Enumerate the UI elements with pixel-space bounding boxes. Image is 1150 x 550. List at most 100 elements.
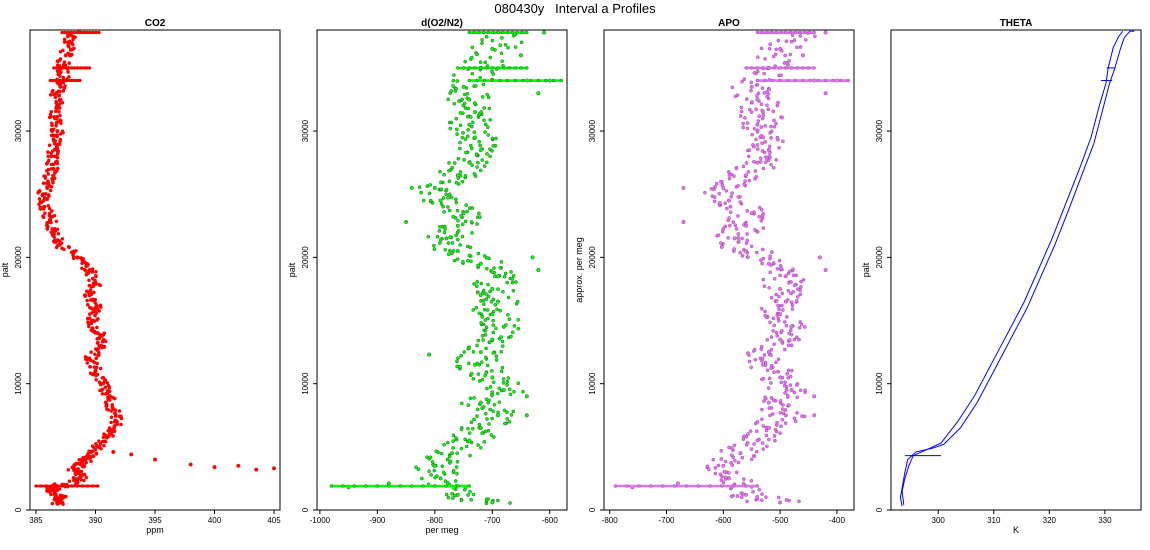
data-point <box>775 135 780 140</box>
data-point <box>47 143 52 147</box>
data-point <box>88 454 93 459</box>
data-point <box>755 66 760 70</box>
data-point <box>717 191 722 196</box>
data-point <box>498 78 502 83</box>
data-point <box>750 100 754 104</box>
data-point <box>520 30 524 35</box>
data-point <box>493 303 498 307</box>
data-point <box>482 440 487 444</box>
data-point <box>498 43 503 48</box>
data-point <box>53 116 58 121</box>
data-point <box>746 170 751 174</box>
data-point <box>62 60 67 64</box>
data-point <box>60 495 65 500</box>
data-point <box>448 126 453 131</box>
data-point <box>45 161 49 166</box>
data-point <box>497 386 502 391</box>
data-point <box>491 351 496 355</box>
data-point <box>364 484 368 488</box>
data-point <box>60 101 65 105</box>
data-point <box>510 280 515 285</box>
data-point <box>759 344 764 349</box>
data-point <box>105 407 109 412</box>
data-point <box>58 66 62 70</box>
data-point <box>450 165 455 170</box>
y-tick-label: 0 <box>14 507 23 512</box>
data-point <box>748 429 753 433</box>
data-point <box>752 159 756 164</box>
data-point <box>94 365 99 370</box>
data-point <box>421 484 425 488</box>
data-point <box>744 249 749 254</box>
data-point <box>51 162 56 167</box>
data-point <box>55 129 60 134</box>
data-point <box>470 55 474 60</box>
data-point <box>769 335 774 339</box>
data-point <box>490 337 495 342</box>
data-point <box>745 499 749 504</box>
data-point <box>499 335 503 339</box>
data-point <box>720 182 725 187</box>
y-tick-label: 10000 <box>588 372 597 395</box>
data-point <box>461 84 466 89</box>
data-point <box>486 428 491 433</box>
data-point <box>119 414 123 419</box>
data-point <box>794 335 799 340</box>
data-point <box>60 236 65 241</box>
data-point <box>732 484 736 488</box>
data-point <box>732 443 737 448</box>
data-point <box>475 78 479 83</box>
data-point <box>798 34 803 38</box>
data-point <box>90 484 95 488</box>
data-point <box>483 60 488 65</box>
data-point <box>486 282 490 287</box>
data-point <box>749 478 754 483</box>
data-point <box>114 419 119 424</box>
data-point <box>739 105 744 110</box>
data-point <box>773 438 777 443</box>
data-point <box>447 179 452 184</box>
data-point <box>792 337 797 342</box>
data-point <box>795 381 800 386</box>
data-point <box>800 53 805 58</box>
data-point <box>779 380 784 385</box>
data-point <box>442 442 446 447</box>
data-point <box>754 174 759 179</box>
data-point <box>100 391 105 396</box>
data-point <box>755 160 760 165</box>
data-point <box>482 78 487 83</box>
data-point <box>455 132 459 136</box>
data-point <box>754 137 758 142</box>
data-point <box>466 258 470 263</box>
data-point <box>46 203 51 208</box>
data-point <box>778 500 783 505</box>
data-point <box>53 95 58 100</box>
data-point <box>66 30 71 35</box>
data-point <box>451 249 456 253</box>
data-point <box>469 371 474 376</box>
data-point <box>747 359 752 364</box>
data-point <box>510 277 515 281</box>
data-point <box>771 260 776 265</box>
data-point <box>103 400 108 405</box>
data-point <box>497 400 502 405</box>
data-point <box>490 136 495 141</box>
data-point <box>50 501 55 506</box>
data-point <box>707 467 711 472</box>
data-point <box>87 293 92 298</box>
data-point <box>732 236 737 241</box>
data-point <box>778 411 783 415</box>
y-axis-label: approx. per meg <box>574 237 584 303</box>
data-point <box>790 307 795 311</box>
data-point <box>455 257 460 261</box>
data-point <box>515 299 520 304</box>
data-point <box>729 194 734 199</box>
data-point <box>727 216 731 220</box>
data-point <box>745 440 750 445</box>
data-point <box>491 323 496 327</box>
data-point <box>48 188 53 193</box>
data-point <box>93 352 97 357</box>
data-point <box>480 41 484 46</box>
data-point <box>721 185 726 190</box>
data-point <box>55 134 60 139</box>
